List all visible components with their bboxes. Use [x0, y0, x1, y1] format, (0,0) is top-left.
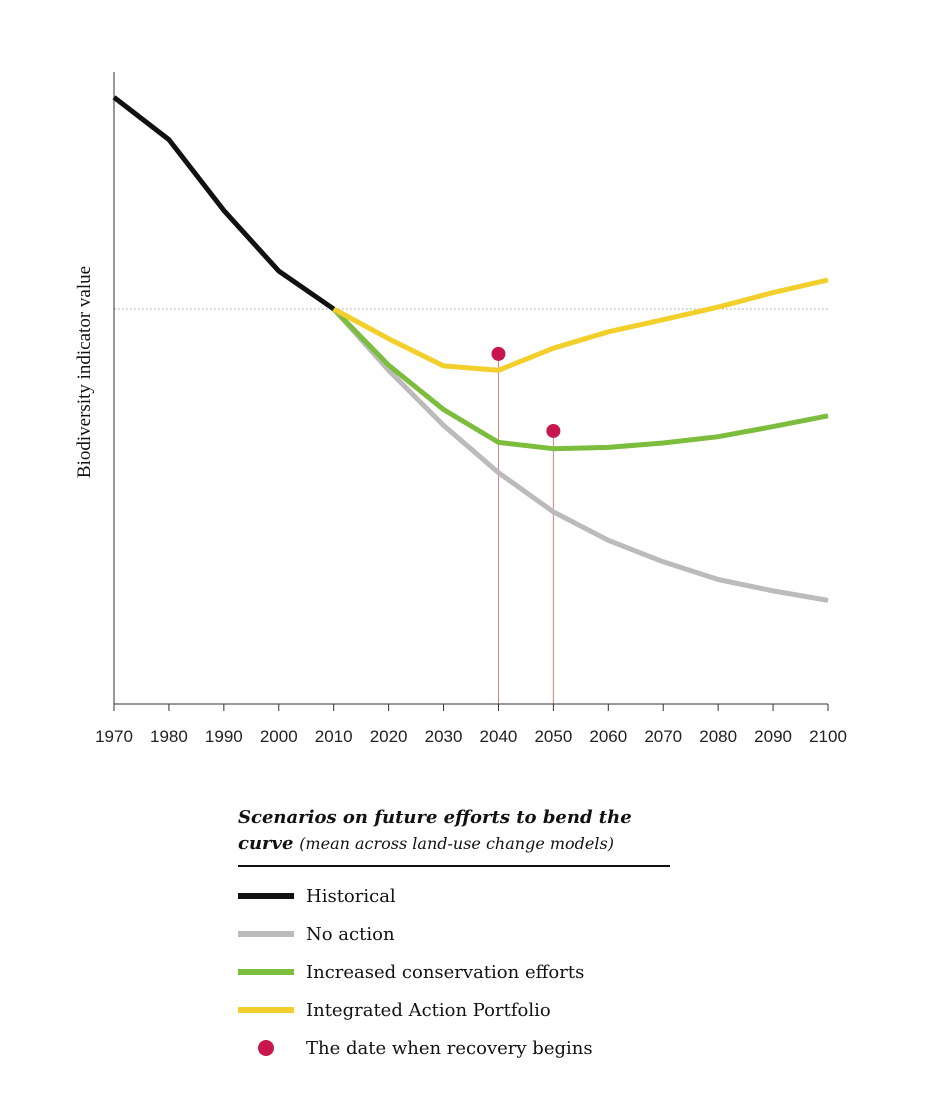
recovery-marker-0	[491, 346, 506, 361]
legend-swatch-conservation	[238, 969, 294, 975]
series-line-no-action	[331, 307, 829, 603]
x-tick-label: 2070	[644, 727, 682, 746]
recovery-dot-icon	[258, 1040, 274, 1056]
x-tick-label: 2090	[754, 727, 792, 746]
series-line-integrated-action-portfolio	[332, 277, 829, 373]
axis-labels: Biodiversity indicator value 1970 1980 199…	[74, 266, 847, 746]
x-tick-label: 2020	[370, 727, 408, 746]
x-tick-label: 2010	[315, 727, 353, 746]
legend-items: Historical No action Increased conservat…	[238, 877, 670, 1067]
legend-label-integrated: Integrated Action Portfolio	[306, 999, 551, 1021]
x-tick-label: 1970	[95, 727, 133, 746]
legend-swatch-integrated	[238, 1007, 294, 1013]
series-lines	[112, 95, 829, 603]
x-tick-label: 2060	[589, 727, 627, 746]
legend-item-historical: Historical	[238, 877, 670, 915]
x-tick-label: 1980	[150, 727, 188, 746]
legend-title-main: Scenarios on future efforts to bend the …	[238, 807, 632, 854]
legend: Scenarios on future efforts to bend the …	[238, 805, 670, 1067]
x-tick-label: 2030	[425, 727, 463, 746]
legend-label-no-action: No action	[306, 923, 395, 945]
series-line-historical	[112, 95, 336, 312]
legend-swatch-historical	[238, 893, 294, 899]
x-tick-label: 1990	[205, 727, 243, 746]
legend-item-recovery: The date when recovery begins	[238, 1029, 670, 1067]
recovery-markers	[491, 346, 561, 438]
legend-item-conservation: Increased conservation efforts	[238, 953, 670, 991]
axes	[113, 72, 829, 711]
legend-swatch-no-action	[238, 931, 294, 937]
series-line-increased-conservation-efforts	[331, 307, 829, 452]
x-tick-label: 2050	[534, 727, 572, 746]
legend-title-sub: (mean across land-use change models)	[299, 834, 614, 853]
legend-item-no-action: No action	[238, 915, 670, 953]
x-tick-label: 2080	[699, 727, 737, 746]
legend-label-recovery: The date when recovery begins	[306, 1037, 593, 1059]
legend-item-integrated: Integrated Action Portfolio	[238, 991, 670, 1029]
biodiversity-chart: Biodiversity indicator value 1970 1980 199…	[74, 72, 847, 746]
legend-label-conservation: Increased conservation efforts	[306, 961, 585, 983]
reference-layer	[114, 308, 828, 704]
x-tick-label: 2000	[260, 727, 298, 746]
legend-title: Scenarios on future efforts to bend the …	[238, 805, 670, 867]
legend-label-historical: Historical	[306, 885, 396, 907]
x-tick-label: 2100	[809, 727, 847, 746]
recovery-marker-1	[546, 423, 561, 438]
y-axis-label: Biodiversity indicator value	[74, 266, 95, 478]
x-tick-label: 2040	[480, 727, 518, 746]
